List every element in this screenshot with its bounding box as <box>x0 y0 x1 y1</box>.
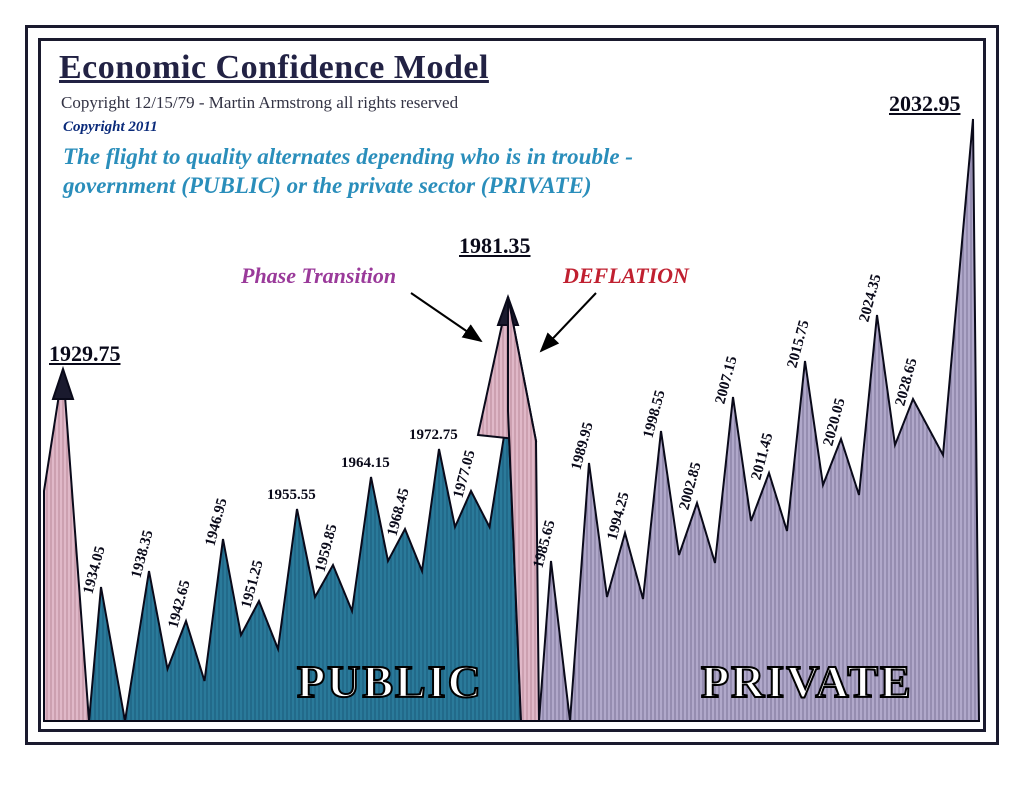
deflation-label: DEFLATION <box>563 263 689 289</box>
peak-1955-55: 1955.55 <box>267 487 316 504</box>
major-peak-1929-75: 1929.75 <box>49 341 121 367</box>
phase-transition-label: Phase Transition <box>241 263 396 289</box>
inner-frame: Economic Confidence Model Copyright 12/1… <box>38 38 986 732</box>
major-peak-2032-95: 2032.95 <box>889 91 961 117</box>
private-label: PRIVATE <box>701 655 913 708</box>
public-label: PUBLIC <box>297 655 483 708</box>
outer-frame: Economic Confidence Model Copyright 12/1… <box>25 25 999 745</box>
peak-1972-75: 1972.75 <box>409 427 458 444</box>
peak-1964-15: 1964.15 <box>341 455 390 472</box>
major-peak-1981-35: 1981.35 <box>459 233 531 259</box>
